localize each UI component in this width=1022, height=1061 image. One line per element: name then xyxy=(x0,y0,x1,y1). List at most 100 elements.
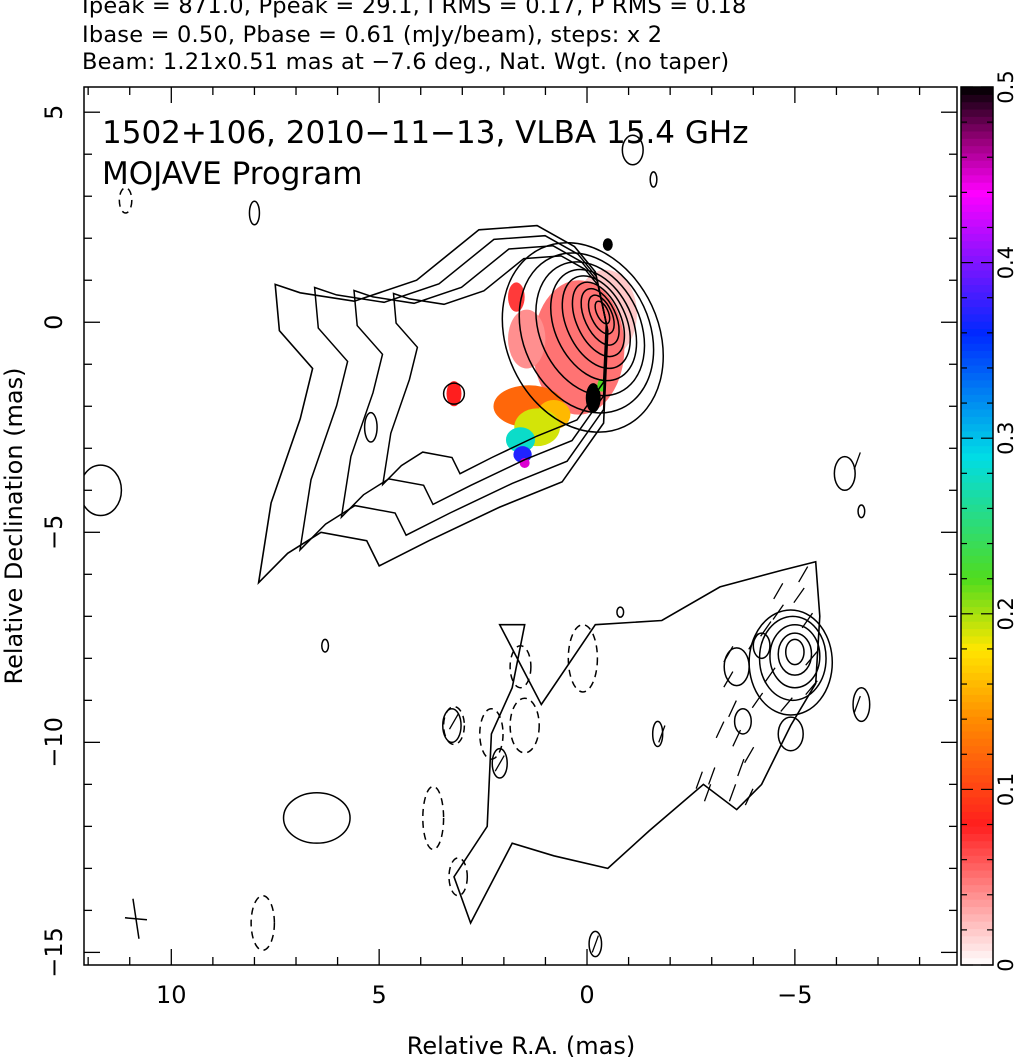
small-contour xyxy=(733,707,752,735)
small-contour xyxy=(651,720,664,748)
pol-region xyxy=(446,381,462,407)
evpa-tick xyxy=(728,700,737,718)
colorbar-swatch xyxy=(961,577,993,586)
evpa-tick xyxy=(853,695,861,714)
core-contour xyxy=(561,275,631,370)
small-contour xyxy=(621,134,644,166)
evpa-tick xyxy=(751,692,764,709)
colorbar-swatch xyxy=(961,540,993,549)
small-contour xyxy=(84,464,123,517)
colorbar-swatch xyxy=(961,869,993,878)
colorbar-swatch xyxy=(961,438,993,447)
colorbar-swatch xyxy=(961,635,993,644)
colorbar-swatch xyxy=(961,277,993,286)
colorbar-swatch xyxy=(961,847,993,856)
evpa-tick xyxy=(703,784,712,802)
colorbar-swatch xyxy=(961,891,993,900)
colorbar-swatch xyxy=(961,482,993,491)
evpa-tick xyxy=(773,582,784,600)
chart-title: 1502+106, 2010−11−13, VLBA 15.4 GHz xyxy=(102,115,748,151)
colorbar-swatch xyxy=(961,189,993,198)
colorbar-swatch xyxy=(961,686,993,695)
colorbar-swatch xyxy=(961,343,993,351)
colorbar-swatch xyxy=(961,884,993,893)
core-contour xyxy=(518,252,655,414)
colorbar-swatch xyxy=(961,913,993,922)
colorbar-swatch xyxy=(961,650,993,659)
intensity-contours xyxy=(84,134,871,958)
colorbar-border xyxy=(960,86,994,966)
pol-region xyxy=(505,427,536,453)
small-contour xyxy=(649,171,658,188)
evpa-tick xyxy=(494,755,505,772)
colorbar-swatch xyxy=(961,789,993,798)
evpa-tick xyxy=(708,767,716,785)
colorbar-swatch xyxy=(961,738,993,747)
colorbar-swatch xyxy=(961,628,993,637)
y-tick-label: 0 xyxy=(40,315,68,330)
plot-frame: 10 5 0 −5 5 0 −5 −10 −15 xyxy=(40,86,958,1009)
colorbar-swatch xyxy=(961,569,993,578)
colorbar-swatch xyxy=(961,606,993,615)
colorbar-swatch xyxy=(961,489,993,498)
colorbar-swatch xyxy=(961,679,993,688)
colorbar-swatch xyxy=(961,196,993,205)
colorbar-swatch xyxy=(961,226,993,234)
colorbar-swatch xyxy=(961,599,993,608)
evpa-ticks xyxy=(448,452,861,953)
colorbar-swatch xyxy=(961,101,993,110)
negative-contour xyxy=(118,187,133,214)
colorbar-swatch xyxy=(961,269,993,278)
small-contour xyxy=(321,638,330,653)
colorbar-swatch xyxy=(961,584,993,593)
evpa-tick xyxy=(732,729,742,747)
small-contour xyxy=(777,716,804,752)
colorbar-swatch xyxy=(961,760,993,769)
colorbar-swatch xyxy=(961,408,993,417)
colorbar-swatch xyxy=(961,240,993,249)
colorbar-swatch xyxy=(961,943,993,951)
evpa-tick xyxy=(728,784,737,802)
colorbar-swatch xyxy=(961,416,993,425)
colorbar-swatch xyxy=(961,833,993,842)
evpa-tick xyxy=(748,633,759,650)
evpa-tick xyxy=(723,671,734,688)
colorbar-swatch xyxy=(961,562,993,571)
colorbar-swatch xyxy=(961,204,993,212)
evpa-tick xyxy=(744,788,754,806)
colorbar-swatch xyxy=(961,357,993,366)
evpa-tick xyxy=(805,680,818,696)
y-tick-label: −15 xyxy=(40,927,68,978)
colorbar-swatch xyxy=(961,108,993,117)
small-contour xyxy=(723,647,750,687)
colorbar-swatch xyxy=(961,145,993,154)
colorbar-swatch xyxy=(961,496,993,505)
colorbar-swatch xyxy=(961,182,993,191)
colorbar-swatch xyxy=(961,796,993,805)
halo-contour xyxy=(453,560,821,925)
colorbar-swatch xyxy=(961,335,993,344)
x-tick-label: 10 xyxy=(156,981,187,1009)
core-contour xyxy=(501,241,664,433)
beam-minor-axis xyxy=(124,917,148,921)
colorbar: 0 0.1 0.2 0.3 0.4 0.5 xyxy=(960,70,1018,972)
colorbar-swatch xyxy=(961,445,993,454)
x-tick-label: −5 xyxy=(777,981,812,1009)
colorbar-label: 0 xyxy=(994,958,1018,971)
colorbar-swatch xyxy=(961,350,993,359)
colorbar-swatch xyxy=(961,306,993,315)
colorbar-swatch xyxy=(961,555,993,564)
colorbar-label: 0.2 xyxy=(994,597,1018,630)
colorbar-swatch xyxy=(961,877,993,886)
colorbar-swatch xyxy=(961,928,993,937)
colorbar-swatch xyxy=(961,218,993,227)
evpa-tick xyxy=(723,646,734,663)
negative-contour xyxy=(422,785,445,851)
colorbar-swatch xyxy=(961,767,993,776)
colorbar-swatch xyxy=(961,723,993,732)
colorbar-label: 0.3 xyxy=(994,421,1018,454)
small-contour xyxy=(616,606,625,618)
colorbar-swatch xyxy=(961,321,993,330)
colorbar-swatch xyxy=(961,460,993,469)
small-contour xyxy=(857,504,866,519)
